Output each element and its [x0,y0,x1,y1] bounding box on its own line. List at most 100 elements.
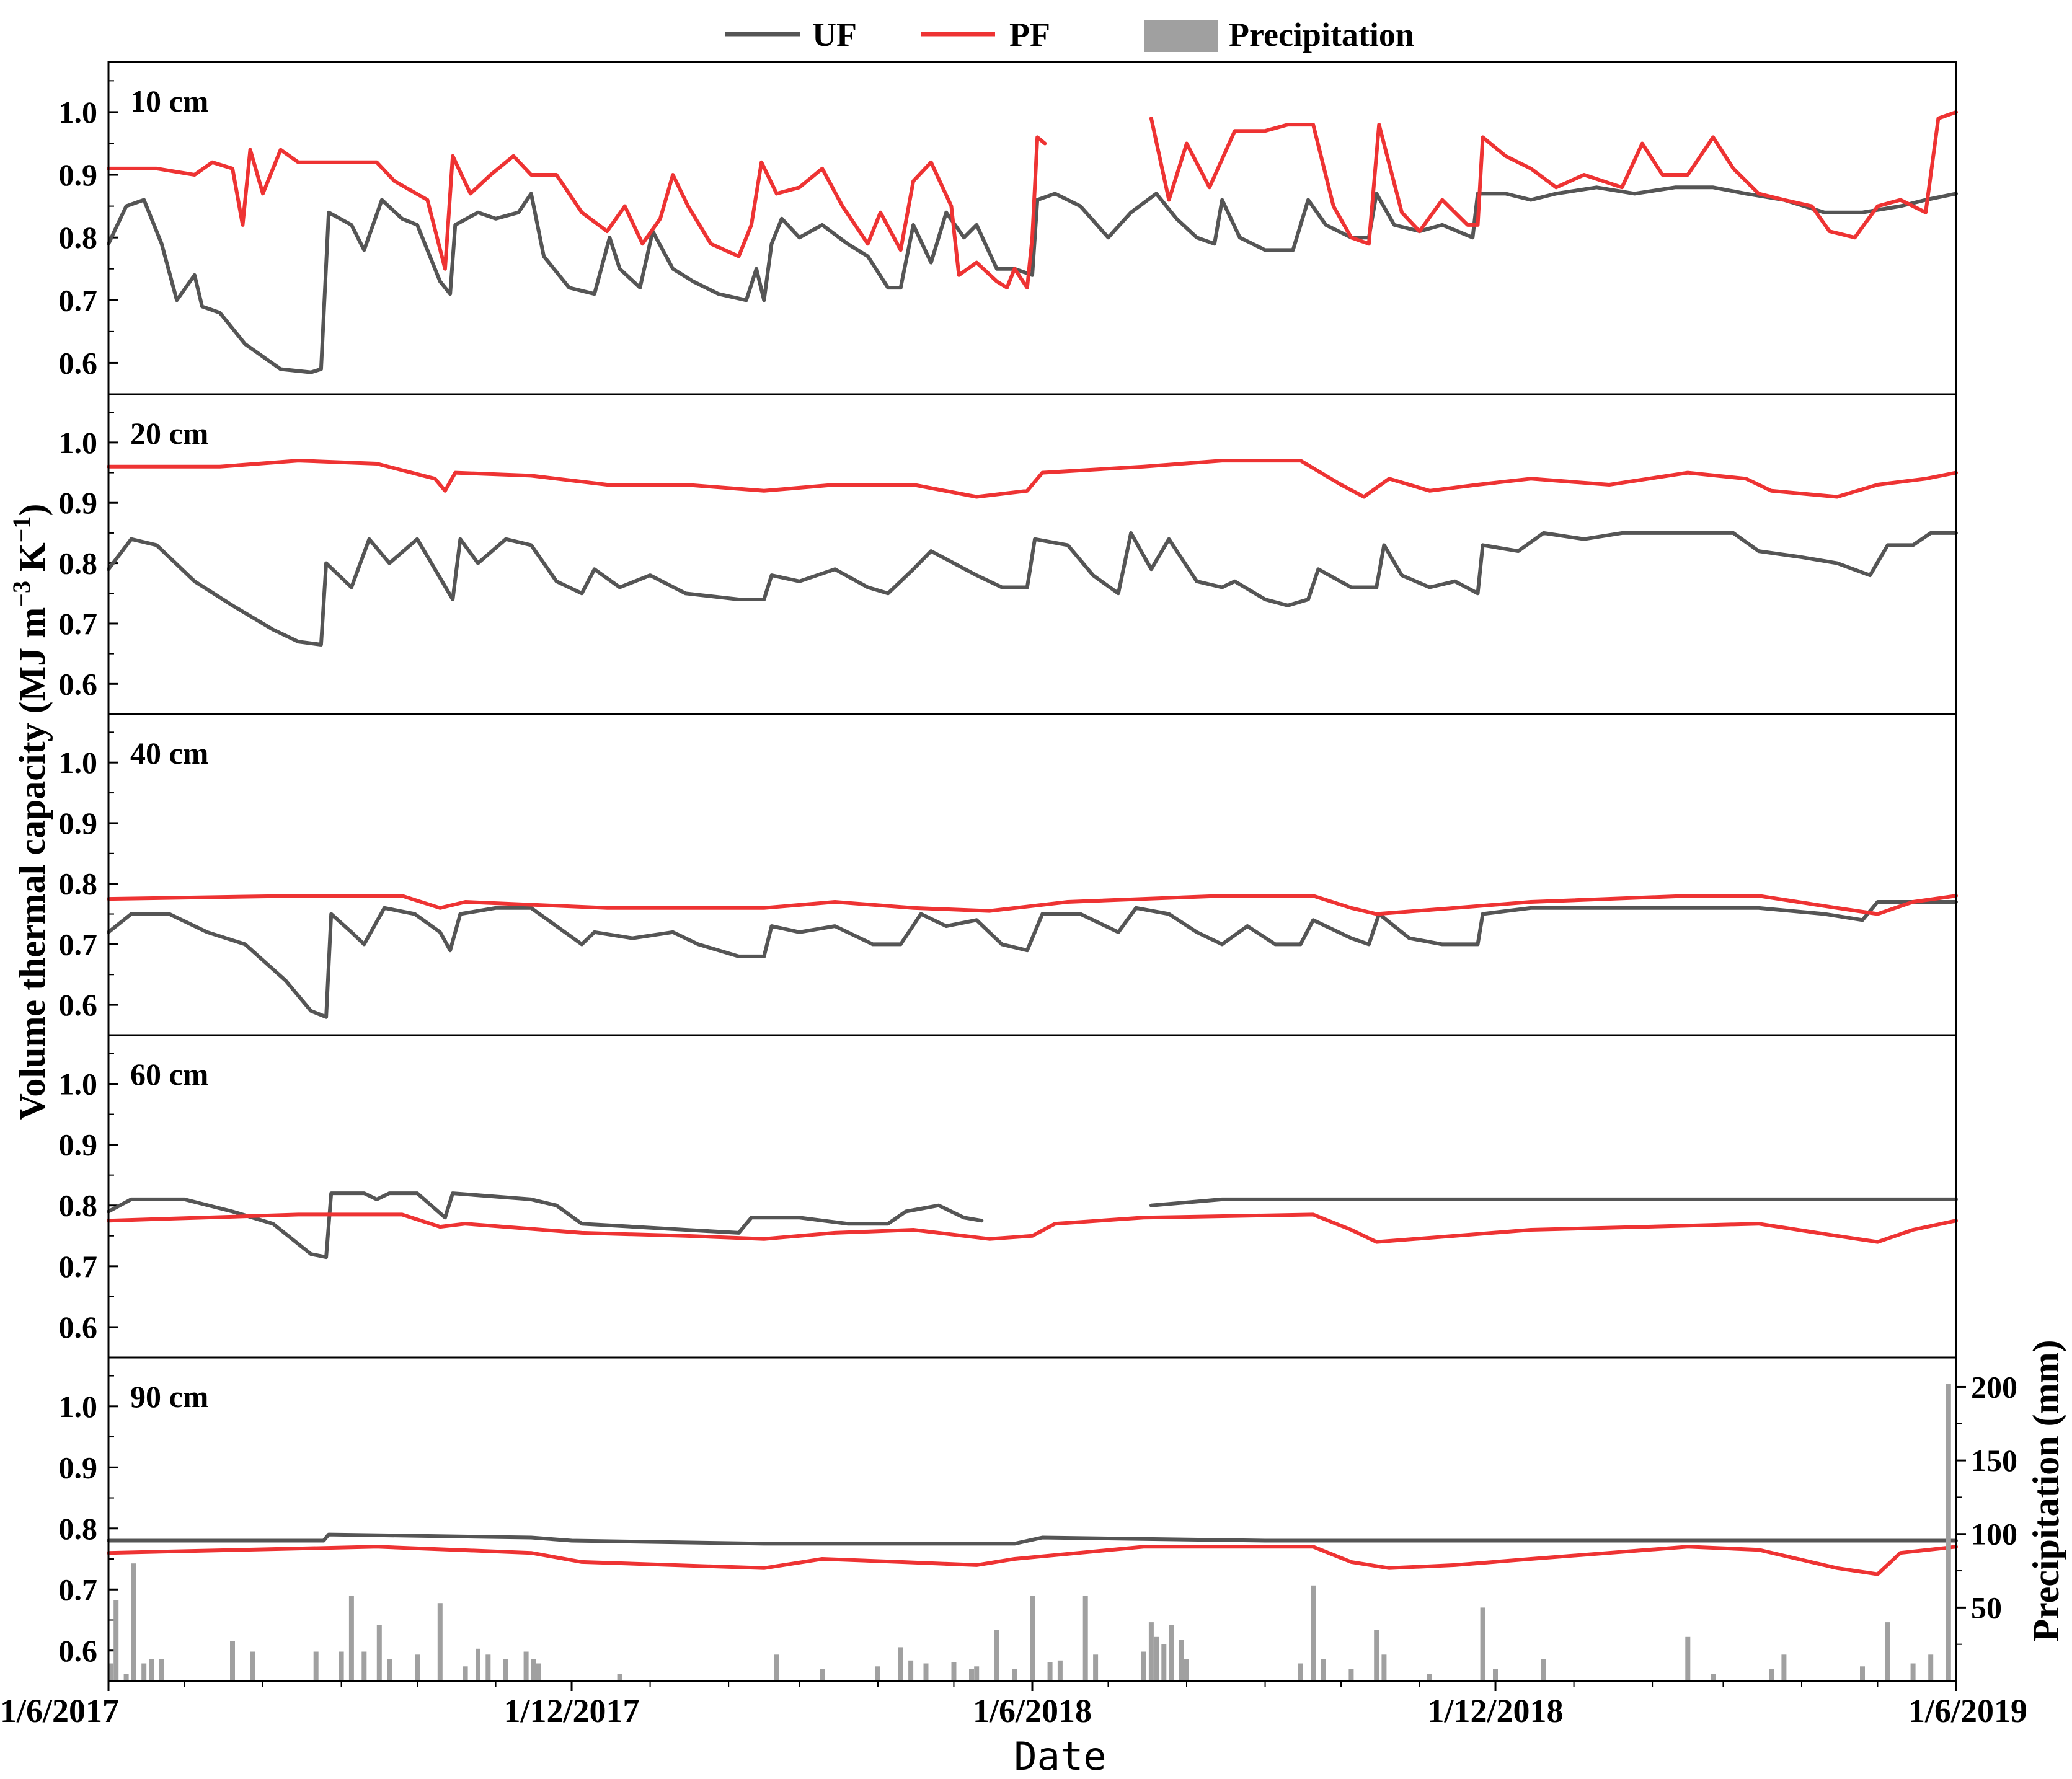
series-line-pf [107,1212,1958,1244]
legend-swatch-precipitation [1144,20,1218,52]
x-tick-label: 1/6/2017 [0,1692,119,1729]
x-tick-label: 1/6/2019 [1908,1692,2027,1729]
x-tick-label: 1/12/2017 [504,1692,640,1729]
precip-bar [1711,1674,1716,1681]
series-line-uf [107,900,1958,1019]
y-tick-label: 0.8 [59,220,98,255]
y-tick-label: 0.7 [59,1572,98,1607]
y-tick-label: 0.7 [59,927,98,961]
precip-bar [1161,1644,1167,1681]
y2-tick-label: 150 [1971,1443,2017,1478]
precip-bar [141,1663,147,1681]
precip-bar [250,1651,255,1681]
precip-bar [113,1600,119,1681]
precip-bar [230,1641,235,1681]
y-tick-label: 0.6 [59,1633,98,1668]
precip-bar [348,1596,354,1681]
precip-bar [1541,1659,1546,1681]
precip-bar [131,1563,136,1681]
panel-frame [107,713,1957,1036]
precip-bar [313,1651,319,1681]
y-tick-label: 0.8 [59,867,98,901]
precip-bar [1148,1622,1154,1681]
precip-bar [1348,1669,1354,1681]
precip-bar [536,1663,541,1681]
precip-bar [159,1659,164,1681]
x-axis-title: Date [1014,1734,1106,1779]
y-tick-label: 0.9 [59,485,98,520]
series-line-pf [107,894,1958,916]
legend: UF PF Precipitation [725,16,1414,53]
y-tick-label: 0.6 [59,987,98,1022]
legend-label-uf: UF [812,16,857,53]
panel-20cm: 0.6 0.7 0.8 0.9 1.0 20 cm [59,412,1958,715]
precip-bar [361,1651,367,1681]
precip-bar [1141,1651,1146,1681]
precip-bar [476,1648,480,1681]
y-tick-label: 1.0 [59,425,98,460]
precip-bar [1012,1669,1017,1681]
precip-bar [1374,1630,1379,1681]
precip-bar [1030,1596,1035,1681]
panel-10cm: 0.6 0.7 0.8 0.9 1.0 10 cm [59,80,1958,395]
precip-bar [1082,1596,1088,1681]
precip-bar [463,1666,468,1681]
precip-bar [1480,1607,1485,1681]
y-tick-label: 1.0 [59,95,98,130]
precip-bar [951,1662,957,1681]
y-tick-label: 0.6 [59,345,98,380]
y-tick-label: 0.9 [59,1128,98,1162]
depth-label: 90 cm [130,1379,208,1414]
precip-bar [974,1666,980,1681]
legend-label-pf: PF [1009,16,1050,53]
precip-bar [1093,1654,1099,1681]
x-axis: 1/6/2017 1/12/2017 1/6/2018 1/12/2018 1/6/20… [0,1681,2027,1729]
y2-axis: 50 100 150 200 [1956,1369,2017,1645]
y2-tick-label: 50 [1971,1590,2002,1625]
precip-bar [1946,1384,1951,1681]
precip-bar [1860,1666,1865,1681]
y-tick-label: 0.8 [59,546,98,581]
y-tick-label: 0.9 [59,157,98,192]
series-line-uf [107,1532,1958,1546]
precip-bar [908,1660,914,1681]
precip-bar [108,1663,114,1681]
y-tick-label: 0.9 [59,1450,98,1485]
x-tick-label: 1/6/2018 [973,1692,1092,1729]
precip-bar [1769,1669,1774,1681]
precip-bar [123,1674,129,1681]
series-line-uf [107,531,1958,647]
precip-bar [437,1603,443,1681]
precip-bar [1685,1636,1691,1681]
precip-bar [1381,1654,1387,1681]
precip-bar [1321,1659,1326,1681]
precip-bar [1154,1636,1159,1681]
precip-bar [774,1654,779,1681]
y2-tick-label: 100 [1971,1517,2017,1552]
depth-label: 40 cm [130,736,208,770]
precip-bar [523,1651,529,1681]
y-tick-label: 1.0 [59,745,98,780]
precip-bar [875,1666,880,1681]
y-tick-label: 0.9 [59,806,98,841]
y-tick-label: 1.0 [59,1389,98,1424]
y-tick-label: 0.7 [59,283,98,317]
y-tick-label: 0.8 [59,1188,98,1223]
precip-bar [1885,1622,1890,1681]
precip-bar [387,1659,392,1681]
precip-bar [1184,1659,1189,1681]
precip-bar [923,1663,929,1681]
precip-bar [1179,1640,1184,1681]
depth-label: 20 cm [130,416,208,451]
y-axis-title: Volume thermal capacity (MJ m−3 K−1) [7,504,53,1121]
y2-tick-label: 200 [1971,1369,2017,1404]
precip-bar [1910,1663,1916,1681]
y-tick-label: 0.6 [59,1310,98,1344]
precip-bar [376,1625,382,1681]
precipitation-bars [108,1384,1951,1681]
precip-bar [1493,1669,1498,1681]
series-line-pf [107,110,1958,290]
panel-90cm: 0.6 0.7 0.8 0.9 1.0 90 cm [59,1375,1958,1682]
y-tick-label: 0.7 [59,606,98,641]
